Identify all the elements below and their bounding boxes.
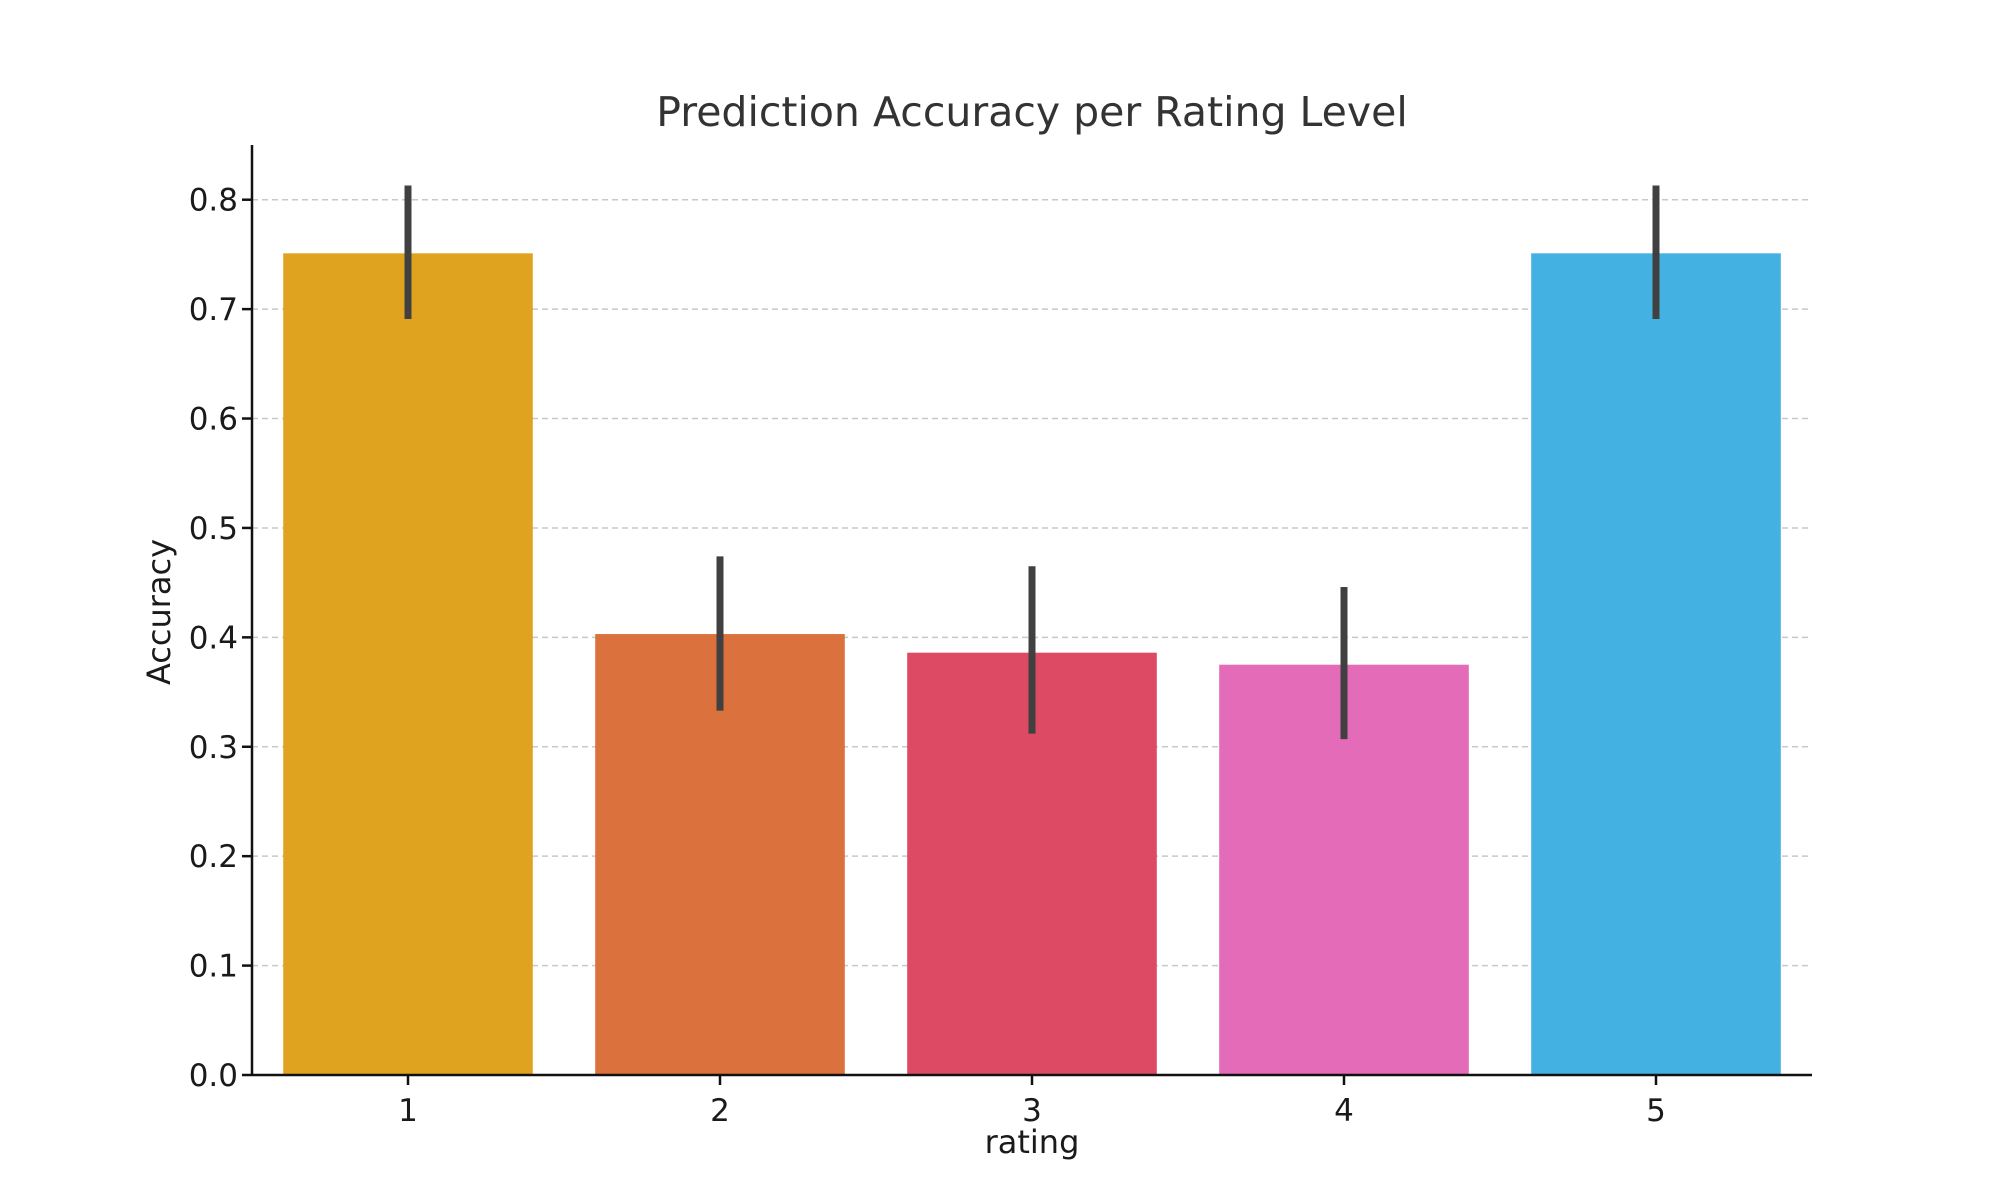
x-tick-label: 4 bbox=[1334, 1093, 1354, 1129]
bar-rating-1 bbox=[283, 253, 533, 1076]
x-tick-label: 2 bbox=[710, 1093, 730, 1129]
y-tick-label: 0.0 bbox=[189, 1058, 238, 1094]
x-axis-label: rating bbox=[985, 1123, 1080, 1161]
y-axis-label: Accuracy bbox=[140, 539, 178, 685]
x-tick-label: 3 bbox=[1022, 1093, 1042, 1129]
chart-title: Prediction Accuracy per Rating Level bbox=[656, 88, 1408, 136]
bar-rating-5 bbox=[1531, 253, 1781, 1076]
error-bars bbox=[404, 185, 1660, 740]
y-tick-label: 0.6 bbox=[189, 402, 238, 438]
y-tick-label: 0.8 bbox=[189, 183, 238, 219]
x-axis-ticks: 1 2 3 4 5 bbox=[398, 1075, 1666, 1129]
y-tick-label: 0.2 bbox=[189, 839, 238, 875]
y-tick-label: 0.1 bbox=[189, 949, 238, 985]
bars bbox=[283, 253, 1781, 1076]
x-tick-label: 5 bbox=[1646, 1093, 1666, 1129]
y-tick-label: 0.3 bbox=[189, 730, 238, 766]
y-tick-label: 0.4 bbox=[189, 620, 238, 656]
x-tick-label: 1 bbox=[398, 1093, 418, 1129]
y-tick-label: 0.7 bbox=[189, 292, 238, 328]
y-tick-label: 0.5 bbox=[189, 511, 238, 547]
y-axis-ticks: 0.0 0.1 0.2 0.3 0.4 0.5 0.6 0.7 0.8 bbox=[189, 183, 252, 1094]
